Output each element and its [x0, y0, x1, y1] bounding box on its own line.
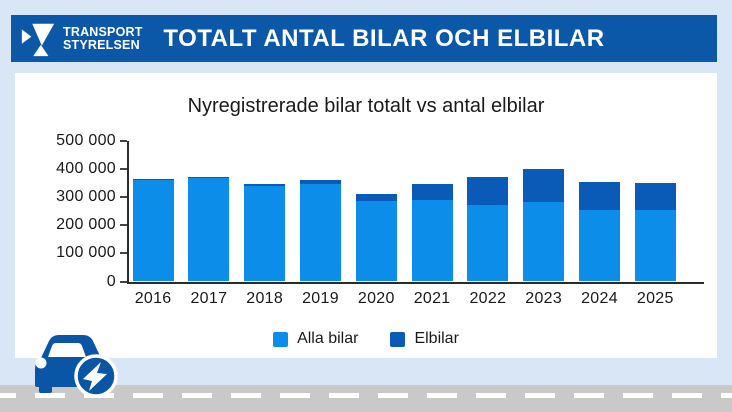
- transportstyrelsen-logo-icon: [21, 23, 55, 56]
- x-axis-tick-label: 2024: [581, 289, 618, 307]
- road-dash-line: [0, 393, 732, 398]
- legend-swatch-alla-bilar: [273, 331, 289, 347]
- legend-item-alla-bilar: Alla bilar: [273, 330, 358, 348]
- chart-card: Nyregistrerade bilar totalt vs antal elb…: [15, 73, 717, 358]
- bar-alla-bilar: [411, 200, 453, 282]
- x-axis-tick-label: 2021: [413, 289, 451, 307]
- bar-elbilar: [355, 193, 397, 202]
- y-axis-tick-mark: [120, 280, 127, 283]
- legend-label-alla-bilar: Alla bilar: [297, 330, 359, 347]
- legend-swatch-elbilar: [390, 331, 406, 347]
- legend-item-elbilar: Elbilar: [390, 330, 459, 348]
- bar-alla-bilar: [634, 210, 676, 282]
- y-axis-tick-label: 100 000: [56, 244, 116, 262]
- chart-title: Nyregistrerade bilar totalt vs antal elb…: [187, 95, 545, 117]
- bar-elbilar: [244, 183, 286, 186]
- bar-elbilar: [132, 179, 174, 180]
- bar-elbilar: [411, 184, 453, 201]
- transportstyrelsen-logo: TRANSPORT STYRELSEN: [19, 20, 143, 58]
- y-axis-tick-mark: [120, 224, 127, 227]
- bar-elbilar: [579, 181, 620, 211]
- bar-elbilar: [467, 177, 509, 205]
- bar-elbilar: [523, 169, 565, 202]
- bar-elbilar: [188, 176, 230, 178]
- y-axis-tick-mark: [120, 139, 127, 142]
- chart-legend: Alla bilar Elbilar: [15, 328, 717, 350]
- chart-plot-area: 0 100 000 200 000 300 000 400 000 500 000 2016…: [15, 73, 717, 358]
- bar-alla-bilar: [132, 179, 174, 282]
- bar-alla-bilar: [188, 177, 230, 282]
- x-axis-tick-label: 2019: [302, 289, 339, 307]
- logo-wordmark-line1: TRANSPORT: [63, 25, 143, 39]
- y-axis-tick-mark: [120, 195, 127, 198]
- road-graphic: [0, 385, 732, 412]
- y-axis-tick-label: 200 000: [56, 216, 116, 234]
- bar-alla-bilar: [244, 185, 286, 282]
- y-axis-tick-label: 0: [106, 272, 116, 290]
- bar-alla-bilar: [355, 201, 397, 282]
- x-axis-tick-label: 2023: [525, 289, 563, 307]
- bar-elbilar: [634, 182, 676, 211]
- y-axis-line: [127, 140, 129, 284]
- x-axis-tick-label: 2018: [246, 289, 284, 307]
- x-axis-tick-label: 2016: [134, 289, 172, 307]
- y-axis-tick-label: 500 000: [56, 131, 116, 149]
- y-axis-tick-mark: [120, 252, 127, 255]
- x-axis-tick-label: 2025: [636, 289, 674, 307]
- bar-alla-bilar: [300, 184, 341, 282]
- x-axis-tick-label: 2017: [190, 289, 228, 307]
- y-axis-tick-label: 400 000: [56, 159, 116, 177]
- logo-wordmark-line2: STYRELSEN: [63, 37, 140, 52]
- x-axis-tick-label: 2020: [357, 289, 395, 307]
- bar-alla-bilar: [579, 210, 620, 282]
- bar-elbilar: [300, 179, 341, 185]
- bar-alla-bilar: [467, 204, 509, 282]
- x-axis-line: [127, 281, 704, 284]
- bar-alla-bilar: [523, 201, 565, 282]
- logo-wordmark: TRANSPORT STYRELSEN: [63, 26, 143, 51]
- electric-car-icon: [35, 335, 118, 398]
- header-bar: TRANSPORT STYRELSEN TOTALT ANTAL BILAR O…: [11, 15, 717, 62]
- y-axis-tick-label: 300 000: [56, 187, 116, 205]
- legend-label-elbilar: Elbilar: [414, 330, 459, 347]
- y-axis-tick-mark: [120, 167, 127, 170]
- x-axis-tick-label: 2022: [469, 289, 507, 307]
- lightning-badge-icon: [74, 354, 118, 398]
- page-title: TOTALT ANTAL BILAR OCH ELBILAR: [163, 24, 605, 52]
